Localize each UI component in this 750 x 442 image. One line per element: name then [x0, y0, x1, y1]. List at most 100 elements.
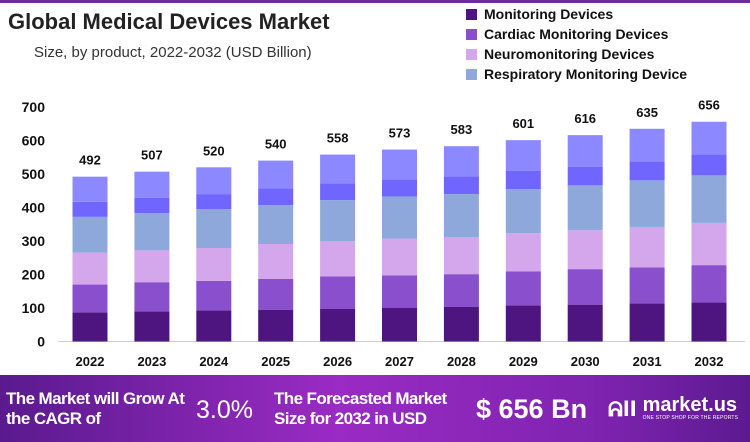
bar-segment [629, 161, 665, 181]
x-tick-label: 2028 [447, 354, 476, 369]
legend-swatch [466, 68, 477, 80]
y-tick-label: 700 [22, 99, 46, 115]
x-tick-label: 2027 [385, 354, 414, 369]
bar-segment [567, 269, 603, 305]
bar-segment [196, 194, 232, 210]
bar-segment [443, 194, 479, 237]
legend-item: Monitoring Devices [466, 4, 748, 24]
data-label: 540 [265, 137, 287, 152]
legend-swatch [466, 48, 477, 60]
bar-segment [258, 188, 294, 206]
data-label: 583 [451, 122, 473, 137]
x-tick-label: 2029 [509, 354, 538, 369]
logo-icon: ᕱll [608, 396, 637, 421]
bar-segment [320, 276, 356, 310]
legend-item: Cardiac Monitoring Devices [466, 24, 748, 44]
bar-segment [382, 149, 417, 180]
y-tick-label: 0 [37, 334, 45, 350]
bar-segment [196, 310, 232, 342]
x-tick-label: 2024 [199, 354, 229, 369]
cagr-value: 3.0% [196, 396, 253, 424]
bar-segment [258, 309, 294, 342]
bar-segment [691, 154, 727, 176]
bar-segment [382, 179, 417, 197]
bar-segment [320, 309, 356, 342]
data-label: 573 [389, 126, 411, 141]
bar-chart: 0 100 200 300 400 500 600 700 492 2022 507 2023 520 2… [22, 98, 745, 369]
x-tick-label: 2031 [633, 354, 662, 369]
bar-segment [505, 233, 541, 272]
legend-swatch [466, 8, 477, 20]
x-tick-label: 2030 [571, 354, 600, 369]
legend-swatch [466, 28, 477, 40]
bar-segment [443, 306, 479, 342]
x-tick-label: 2022 [76, 354, 105, 369]
data-label: 656 [698, 98, 720, 113]
bar-segment [196, 167, 232, 195]
bar-segment [567, 135, 603, 167]
bar-segment [134, 282, 170, 312]
bar-segment [691, 121, 727, 155]
y-tick-label: 100 [22, 300, 46, 316]
bar-segment [196, 209, 232, 249]
x-tick-label: 2025 [261, 354, 290, 369]
bar-segment [629, 180, 665, 227]
bar-segment [320, 183, 356, 201]
legend: Monitoring Devices Cardiac Monitoring De… [466, 4, 748, 84]
bar-segment [258, 278, 294, 310]
bar-segment [629, 267, 665, 304]
bar-segment [567, 230, 603, 270]
logo-tagline: ONE STOP SHOP FOR THE REPORTS [642, 415, 739, 421]
bar-segment [629, 303, 665, 342]
bar-segment [72, 312, 108, 342]
bar-segment [72, 216, 108, 253]
bar-segment [134, 311, 170, 342]
legend-label: Monitoring Devices [484, 6, 614, 22]
bar-segment [505, 305, 541, 342]
bar-segment [382, 275, 417, 308]
forecast-value: $ 656 Bn [476, 394, 588, 424]
legend-label: Neuromonitoring Devices [484, 46, 655, 62]
bar-segment [196, 248, 232, 281]
bar-segment [134, 171, 170, 198]
legend-label: Cardiac Monitoring Devices [484, 26, 669, 42]
legend-item: Respiratory Monitoring Device [466, 64, 748, 84]
bar-segment [443, 274, 479, 307]
chart-subtitle: Size, by product, 2022-2032 (USD Billion… [34, 44, 312, 61]
x-tick-label: 2023 [137, 354, 166, 369]
bar-segment [567, 185, 603, 231]
legend-item: Neuromonitoring Devices [466, 44, 748, 64]
footer-banner: The Market will Grow At the CAGR of 3.0%… [0, 375, 750, 442]
bar-segment [443, 146, 479, 177]
bar-segment [505, 189, 541, 234]
data-label: 601 [512, 116, 534, 131]
x-tick-label: 2026 [323, 354, 352, 369]
bar-segment [258, 205, 294, 245]
bar-segment [382, 196, 417, 239]
bar-segment [72, 284, 108, 313]
bar-segment [72, 176, 108, 202]
bar-segment [382, 238, 417, 276]
bar-segment [134, 250, 170, 283]
bar-segment [320, 241, 356, 277]
bar-segment [382, 308, 417, 342]
bar-segment [443, 176, 479, 195]
y-tick-label: 600 [22, 133, 46, 149]
x-tick-label: 2032 [695, 354, 724, 369]
y-tick-label: 400 [22, 200, 46, 216]
bar-segment [691, 175, 727, 223]
bar-segment [505, 170, 541, 190]
y-tick-label: 200 [22, 267, 46, 283]
bar-segment [691, 222, 727, 266]
bar-segment [629, 226, 665, 268]
bar-segment [320, 154, 356, 184]
bar-segment [72, 252, 108, 285]
bar-segment [134, 197, 170, 214]
chart-title: Global Medical Devices Market [8, 9, 330, 34]
market-us-logo: ᕱll market.us ONE STOP SHOP FOR THE REPO… [608, 395, 738, 422]
bar-segment [505, 140, 541, 171]
cagr-label: The Market will Grow At the CAGR of [6, 389, 185, 428]
bar-segment [72, 201, 108, 217]
y-tick-label: 300 [22, 233, 46, 249]
bar-segment [443, 236, 479, 275]
